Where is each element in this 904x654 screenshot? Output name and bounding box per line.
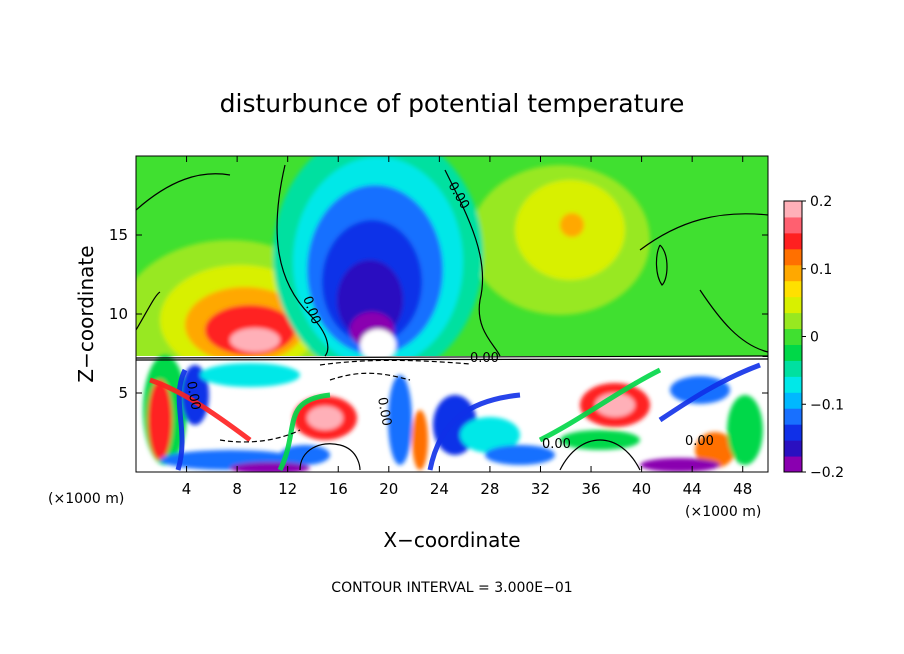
contour-line	[319, 359, 471, 366]
contour-line	[329, 372, 411, 381]
colorbar-swatch	[784, 328, 802, 345]
y-tick-label: 5	[118, 384, 128, 402]
x-axis-label: X−coordinate	[383, 528, 520, 552]
contour-line	[655, 244, 668, 286]
lower-patch	[200, 363, 300, 387]
colorbar-swatch	[784, 201, 802, 218]
x-axis: 4 8 12 16 20 24 28 32 36 40 44 48	[182, 156, 752, 498]
cold-plume-white	[360, 329, 396, 361]
x-tick-label: 44	[683, 480, 702, 498]
x-tick-label: 24	[430, 480, 449, 498]
colorbar-swatch	[784, 280, 802, 298]
y-tick-label: 10	[109, 305, 128, 323]
x-unit-right: (×1000 m)	[685, 504, 761, 520]
contour-label: 0.00	[685, 434, 714, 449]
y-axis-label: Z−coordinate	[74, 245, 98, 382]
chart-title: disturbunce of potential temperature	[220, 89, 685, 118]
x-tick-label: 4	[182, 480, 192, 498]
x-tick-label: 8	[232, 480, 242, 498]
colorbar-label: 0.1	[810, 262, 832, 278]
colorbar-label: 0.2	[810, 194, 832, 210]
colorbar-swatch	[784, 344, 802, 361]
colorbar-swatch	[784, 376, 802, 393]
contour-line	[136, 173, 231, 211]
lower-band	[277, 392, 331, 472]
lower-band	[658, 362, 761, 423]
y-tick-label: 15	[109, 226, 128, 244]
contour-line	[639, 213, 768, 251]
plot-area: 0.00 0.00 0.00 0.00 0.00 0.00 0.00	[136, 156, 768, 472]
contour-line	[136, 291, 161, 331]
colorbar-swatch	[784, 408, 802, 425]
field-upper	[136, 156, 650, 400]
colorbar-swatch	[784, 360, 802, 377]
x-tick-label: 32	[531, 480, 550, 498]
colorbar-label: −0.2	[810, 465, 844, 481]
colorbar-swatch	[784, 392, 802, 409]
contour-line	[219, 429, 301, 443]
lower-patch	[640, 458, 720, 472]
warm-region-right-core	[560, 213, 584, 237]
contours	[136, 164, 768, 471]
warm-region-left-pink	[230, 328, 280, 352]
colorbar-swatch	[784, 296, 802, 314]
x-tick-label: 40	[632, 480, 651, 498]
contour-labels: 0.00 0.00 0.00 0.00 0.00 0.00 0.00	[183, 180, 714, 453]
x-tick-label: 20	[379, 480, 398, 498]
contour-line	[276, 164, 329, 357]
x-tick-label: 48	[733, 480, 752, 498]
lower-patch	[485, 445, 555, 465]
colorbar-swatch	[784, 264, 802, 282]
colorbar-swatch	[784, 424, 802, 441]
lower-patch	[148, 380, 172, 460]
contour-line	[559, 439, 641, 471]
contour-label: 0.00	[542, 437, 571, 452]
lower-patch	[412, 410, 428, 470]
lower-patch	[695, 432, 735, 468]
lower-band	[538, 367, 662, 443]
colorbar-swatch	[784, 440, 802, 457]
lower-band	[175, 368, 188, 471]
colorbar-swatch	[784, 312, 802, 330]
contour-line	[299, 443, 361, 471]
contour-label: 0.00	[183, 380, 203, 411]
y-axis: 5 10 15	[109, 226, 768, 402]
colorbar-swatch	[784, 216, 802, 234]
contour-line	[136, 358, 768, 361]
lower-patch	[388, 375, 412, 465]
colorbar-label: 0	[810, 330, 819, 346]
colorbar-swatch	[784, 248, 802, 266]
lower-patch	[460, 417, 520, 453]
footer-text: CONTOUR INTERVAL = 3.000E−01	[331, 580, 572, 596]
colorbar-swatch	[784, 232, 802, 250]
lower-layer-patches	[143, 355, 763, 472]
lower-patch	[181, 365, 209, 425]
lower-band	[427, 392, 521, 471]
contour-label: 0.00	[374, 396, 394, 427]
lower-band	[149, 377, 252, 443]
x-tick-label: 28	[480, 480, 499, 498]
contour-label: 0.00	[470, 351, 499, 366]
lower-patch	[230, 462, 310, 472]
x-tick-label: 36	[581, 480, 600, 498]
x-tick-label: 12	[278, 480, 297, 498]
lower-patch	[307, 406, 343, 430]
contour-line	[444, 169, 501, 357]
colorbar-swatch	[784, 456, 802, 473]
x-unit-left: (×1000 m)	[48, 491, 124, 507]
colorbar: 0.2 0.1 0 −0.1 −0.2	[783, 194, 844, 481]
contour-line	[699, 289, 768, 353]
colorbar-label: −0.1	[810, 397, 844, 413]
lower-layer-detail	[149, 362, 761, 472]
contour-line	[136, 355, 768, 359]
x-tick-label: 16	[329, 480, 348, 498]
lower-patch	[727, 395, 763, 465]
